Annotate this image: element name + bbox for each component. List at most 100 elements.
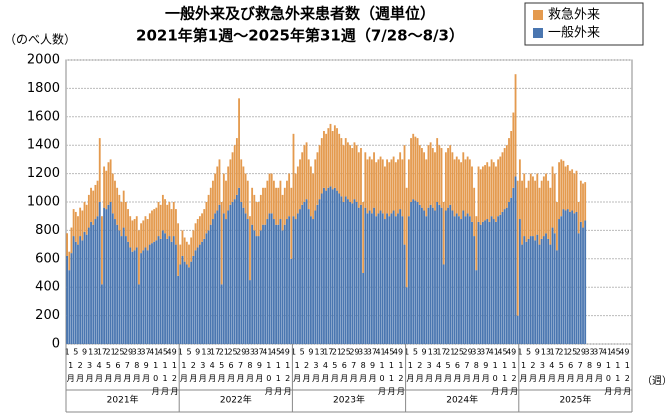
bar-segment: [466, 213, 469, 344]
bar-segment: [96, 216, 99, 344]
bar-segment: [327, 128, 330, 188]
bar-segment: [536, 173, 539, 235]
bar-segment: [338, 193, 341, 344]
bar-segment: [266, 180, 269, 220]
bar-segment: [364, 152, 367, 208]
bar-segment: [242, 207, 245, 344]
month-label: 6月: [453, 361, 462, 383]
bar-segment: [547, 238, 550, 344]
bar-segment: [201, 241, 203, 344]
bar-segment: [107, 204, 110, 344]
x-tick-label: 13: [541, 348, 551, 357]
x-tick-label: 45: [384, 348, 394, 357]
y-tick-label: 0: [52, 337, 60, 352]
bar-segment: [203, 238, 206, 344]
x-tick-label: 41: [262, 348, 272, 357]
x-tick-label: 37: [480, 348, 490, 357]
bar-segment: [220, 202, 223, 285]
bar-segment: [190, 261, 193, 344]
bar-segment: [490, 216, 493, 344]
bar-segment: [518, 219, 521, 344]
bar-segment: [442, 202, 445, 265]
bar-segment: [323, 187, 325, 344]
bar-segment: [566, 165, 569, 210]
bar-segment: [192, 255, 195, 344]
bar-segment: [192, 230, 195, 256]
bar-segment: [305, 142, 308, 200]
bar-segment: [316, 204, 319, 344]
bar-segment: [399, 152, 402, 210]
x-tick-label: 25: [454, 348, 464, 357]
bar-segment: [392, 156, 395, 211]
bar-segment: [362, 202, 365, 273]
x-tick-label: 17: [97, 348, 107, 357]
month-label: 8月: [585, 361, 594, 383]
bar-segment: [370, 213, 373, 344]
bar-segment: [214, 213, 217, 344]
bar-segment: [142, 220, 145, 251]
x-tick-label: 33: [132, 348, 142, 357]
month-label: 10月: [151, 361, 160, 396]
bar-segment: [129, 216, 132, 248]
bar-segment: [249, 280, 251, 344]
bar-segment: [431, 207, 434, 344]
bar-segment: [255, 236, 258, 344]
bar-segment: [229, 159, 232, 205]
bar-segment: [135, 216, 138, 248]
y-tick-label: 1200: [27, 166, 60, 181]
bar-segment: [305, 199, 308, 344]
bar-segment: [155, 207, 158, 241]
bar-segment: [349, 202, 352, 344]
bar-segment: [244, 173, 247, 214]
bar-segment: [124, 236, 127, 344]
bar-segment: [259, 194, 262, 231]
bar-segment: [292, 216, 295, 344]
bar-segment: [296, 166, 299, 214]
bar-segment: [540, 238, 543, 344]
bar-segment: [401, 159, 404, 217]
bar-segment: [573, 173, 576, 214]
bar-segment: [140, 223, 143, 254]
bar-segment: [416, 138, 419, 202]
bar-segment: [72, 236, 75, 344]
bar-segment: [283, 224, 286, 344]
bar-segment: [166, 238, 169, 344]
bar-segment: [277, 224, 280, 344]
bar-segment: [161, 194, 164, 231]
bar-segment: [275, 224, 277, 344]
bar-segment: [355, 202, 358, 344]
x-tick-label: 37: [367, 348, 377, 357]
month-label: 5月: [330, 361, 339, 383]
y-tick-label: 1600: [27, 109, 60, 124]
bar-segment: [327, 187, 330, 344]
bar-segment: [299, 209, 301, 344]
bar-segment: [579, 221, 582, 344]
bar-segment: [447, 207, 449, 344]
bar-segment: [562, 160, 565, 210]
bar-segment: [198, 216, 201, 245]
bar-segment: [373, 152, 375, 208]
bar-segment: [166, 204, 169, 239]
bar-segment: [414, 136, 417, 201]
bar-segment: [214, 173, 217, 214]
bar-segment: [262, 224, 264, 344]
bar-segment: [312, 173, 314, 220]
bar-segment: [309, 216, 312, 344]
bar-segment: [466, 156, 469, 214]
bar-segment: [144, 216, 147, 248]
bar-segment: [333, 187, 336, 344]
bar-segment: [438, 204, 441, 344]
bar-segment: [151, 243, 153, 344]
bar-segment: [272, 219, 275, 344]
bar-segment: [545, 233, 547, 344]
bar-segment: [532, 236, 534, 344]
bar-segment: [423, 210, 426, 344]
bar-segment: [233, 145, 236, 200]
month-label: 9月: [368, 361, 377, 383]
bar-segment: [510, 197, 513, 344]
bar-segment: [77, 244, 79, 344]
bar-segment: [249, 216, 251, 281]
bar-segment: [242, 166, 245, 208]
x-tick-label: 41: [602, 348, 612, 357]
bar-segment: [495, 221, 497, 344]
